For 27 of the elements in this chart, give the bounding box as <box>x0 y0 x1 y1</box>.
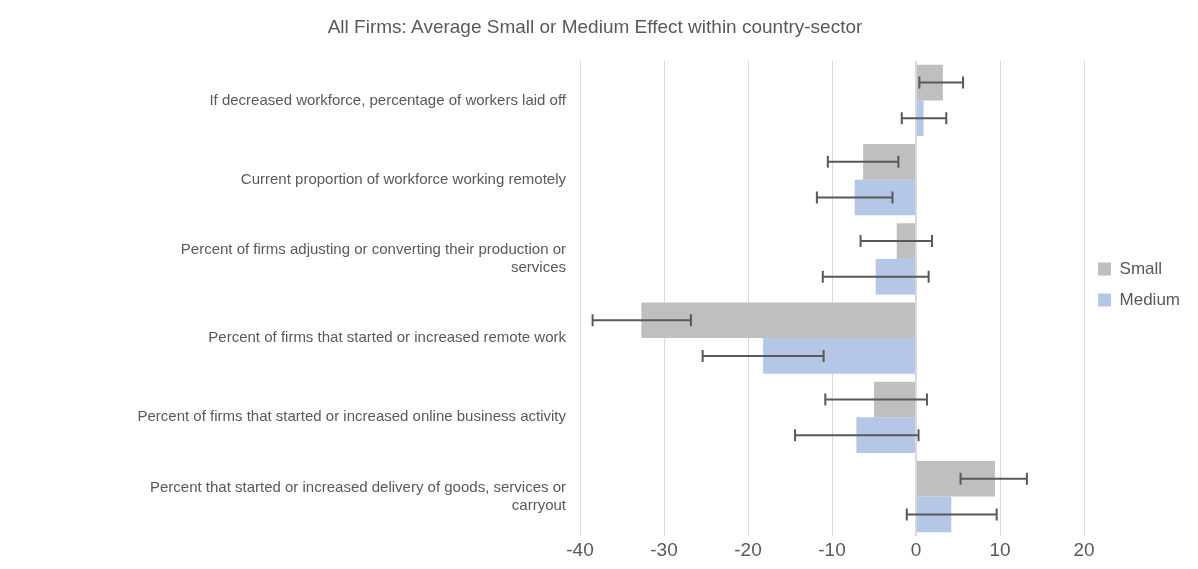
bar <box>874 381 916 418</box>
bar <box>863 144 916 180</box>
bar <box>916 460 995 497</box>
chart-title: All Firms: Average Small or Medium Effect within country-sector <box>327 15 863 37</box>
bar <box>854 179 916 216</box>
legend-label: Medium <box>1119 289 1181 309</box>
x-tick-label: -10 <box>818 538 846 560</box>
bar <box>896 223 916 259</box>
y-tick-label: Current proportion of workforce working remotely <box>240 169 567 187</box>
y-tick-label: If decreased workforce, percentage of workers laid off <box>209 90 567 108</box>
bar <box>856 417 916 454</box>
x-tick-label: 20 <box>1073 538 1095 560</box>
y-tick-label: Percent of firms adjusting or converting their production or services <box>180 240 566 276</box>
x-tick-label: 10 <box>989 538 1011 560</box>
y-tick-label: Percent of firms that started or increased remote work <box>208 328 567 346</box>
bar <box>916 496 952 533</box>
y-tick-label: Percent that started or increased delivery of goods, services or carryout <box>149 477 567 513</box>
legend-label: Small <box>1119 258 1163 278</box>
bar <box>916 100 924 137</box>
y-tick-label: Percent of firms that started or increased online business activity <box>137 407 567 425</box>
bar <box>763 338 916 374</box>
bar <box>875 258 916 295</box>
x-tick-label: -40 <box>566 538 594 560</box>
x-tick-label: 0 <box>910 538 922 560</box>
bar <box>641 302 916 339</box>
x-tick-label: -30 <box>650 538 678 560</box>
x-tick-label: -20 <box>734 538 762 560</box>
